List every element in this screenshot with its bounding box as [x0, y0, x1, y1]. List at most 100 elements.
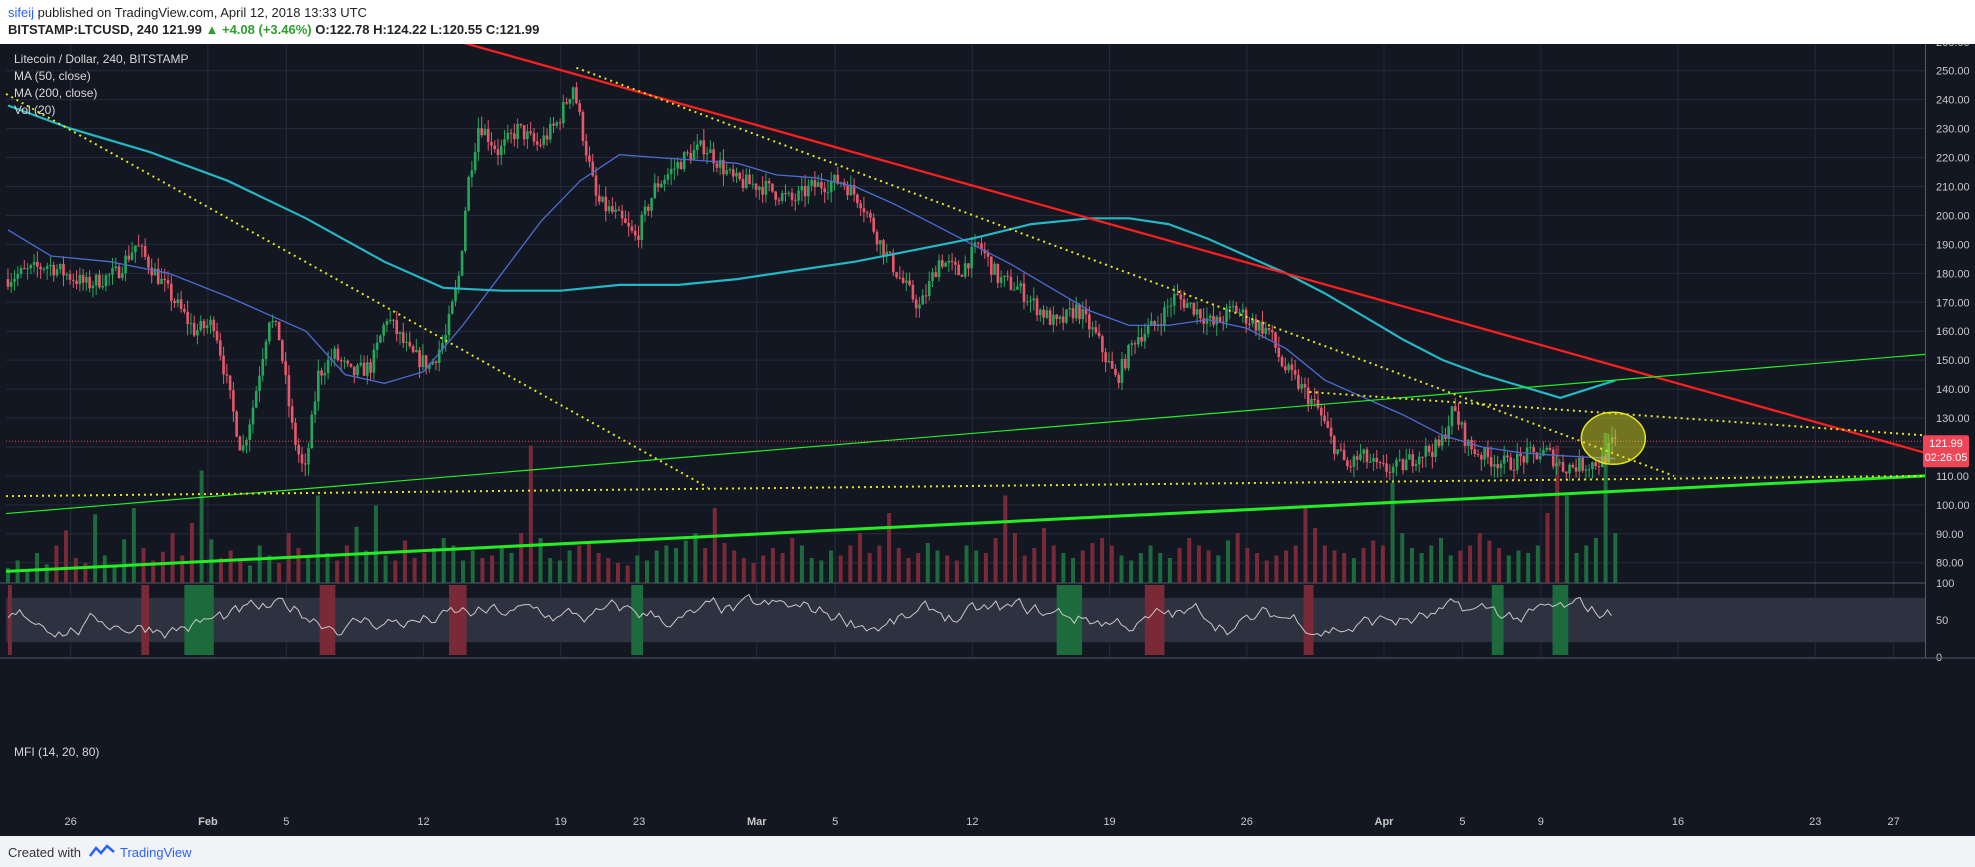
candle-body [176, 299, 180, 304]
candle-body [1150, 320, 1153, 327]
candle-body [375, 342, 379, 350]
price-tick-label: 100.00 [1936, 500, 1970, 512]
volume-bar [1293, 545, 1298, 583]
candle-body [1326, 421, 1330, 428]
candle-body [748, 174, 751, 185]
candle-body [999, 277, 1003, 283]
candle-body [369, 362, 372, 373]
candle-body [660, 183, 663, 188]
volume-bar [131, 508, 136, 583]
price-badge-box [1923, 435, 1969, 468]
candle-body [326, 359, 330, 374]
candle-body [869, 212, 872, 218]
legend-title: Litecoin / Dollar, 240, BITSTAMP [14, 52, 189, 66]
candle-body [297, 444, 301, 455]
candle-body [826, 191, 830, 193]
candle-body [591, 161, 595, 176]
volume-bar [1506, 555, 1511, 583]
candle-body [22, 268, 26, 270]
candle-body [1411, 454, 1415, 467]
candle-body [571, 87, 575, 100]
volume-bar [1477, 533, 1482, 583]
volume-bar [925, 543, 930, 583]
candle-body [722, 159, 725, 175]
candle-body [1591, 462, 1594, 469]
trendline-dotted-right [1309, 390, 1926, 437]
candle-body [1310, 399, 1313, 405]
candle-body [1489, 457, 1493, 467]
volume-bar [983, 553, 988, 583]
price-change: ▲ +4.08 (+3.46%) [205, 22, 312, 37]
author-link[interactable]: sifeij [8, 5, 35, 20]
volume-bar [538, 538, 543, 583]
candle-body [352, 366, 356, 376]
candle-body [1424, 445, 1428, 457]
volume-bar [809, 558, 814, 583]
candle-body [509, 132, 513, 134]
candle-body [1251, 318, 1254, 324]
candle-body [434, 361, 438, 363]
candle-body [186, 311, 189, 324]
tradingview-logo-icon[interactable] [89, 844, 115, 861]
candle-body [428, 364, 431, 369]
tradingview-link[interactable]: TradingView [120, 845, 192, 860]
candle-body [313, 401, 317, 415]
candle-body [1535, 452, 1539, 460]
volume-bar [170, 533, 175, 583]
volume-bar [1042, 528, 1047, 583]
candle-body [467, 176, 470, 211]
candle-body [441, 342, 444, 350]
candle-body [1349, 466, 1352, 468]
time-tick-label: 5 [832, 816, 838, 828]
time-tick-label: 19 [555, 816, 567, 828]
candle-body [470, 170, 474, 177]
candle-body [19, 268, 23, 274]
volume-bar [770, 548, 775, 583]
candle-body [398, 332, 402, 335]
candle-body [718, 159, 722, 168]
candle-body [130, 252, 134, 260]
price-axis[interactable]: 80.0090.00100.00110.00120.00130.00140.00… [1925, 44, 1975, 664]
candle-body [1571, 464, 1575, 468]
volume-bar [1429, 545, 1434, 583]
candle-body [71, 279, 75, 281]
price-badge-value: 121.99 [1929, 438, 1963, 450]
candle-body [1385, 463, 1388, 472]
candle-body [568, 99, 572, 104]
candle-body [1564, 471, 1568, 474]
candle-body [1130, 343, 1134, 345]
candle-body [356, 365, 359, 376]
candle-body [1339, 449, 1343, 451]
time-axis[interactable]: 26 Feb 5 12 19 23 Mar 5 12 19 26 Apr 5 9 16 23 27 [0, 657, 1975, 828]
candle-body [1375, 458, 1379, 463]
mfi-zone [1491, 585, 1504, 655]
candle-body [673, 168, 676, 170]
mfi-zone [1144, 585, 1165, 655]
candle-body [1447, 426, 1450, 440]
volume-bar [1012, 533, 1017, 583]
candle-body [1463, 422, 1467, 446]
candle-body [173, 300, 176, 304]
candle-body [454, 287, 457, 302]
candle-body [918, 304, 921, 309]
volume-bar [44, 564, 49, 583]
volume-bar [1526, 553, 1531, 583]
candle-body [1107, 360, 1111, 363]
candle-body [1257, 321, 1261, 331]
price-tick-label: 260.00 [1936, 44, 1970, 49]
volume-bar [1061, 553, 1066, 583]
volume-bar [5, 568, 10, 583]
candle-body [137, 245, 140, 247]
candle-body [1604, 456, 1607, 463]
mfi-pane [6, 585, 1925, 655]
volume-bar [1032, 548, 1037, 583]
candle-body [607, 206, 611, 212]
chart-canvas[interactable]: 80.0090.00100.00110.00120.00130.00140.00… [0, 44, 1975, 836]
candle-body [1323, 415, 1326, 422]
candle-body [209, 319, 212, 326]
candle-body [39, 266, 42, 270]
volume-bar [596, 553, 601, 583]
candle-body [882, 240, 885, 257]
candle-body [254, 390, 258, 408]
volume-bar [1535, 545, 1540, 583]
